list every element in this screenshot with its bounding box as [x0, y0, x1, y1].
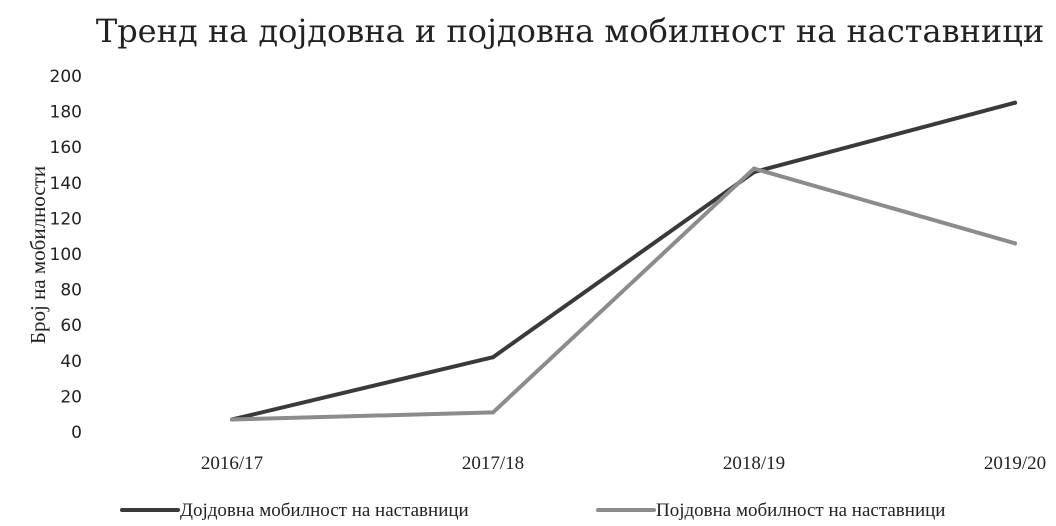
y-tick-label: 40: [60, 352, 82, 372]
series-line-1: [230, 100, 1017, 422]
y-tick-label: 60: [60, 316, 82, 336]
x-tick-label: 2016/17: [201, 453, 263, 474]
y-tick-label: 160: [50, 138, 82, 158]
y-tick-label: 100: [50, 245, 82, 265]
legend-label: Дојдовна мобилност на наставници: [180, 500, 469, 521]
data-point: [752, 166, 756, 171]
data-point: [491, 410, 495, 415]
data-point: [230, 417, 234, 422]
y-tick-label: 200: [50, 67, 82, 87]
x-tick-label: 2019/20: [984, 453, 1046, 474]
y-tick-label: 0: [71, 423, 82, 443]
y-axis-label: Број на мобилности: [26, 166, 50, 344]
y-tick-label: 80: [60, 281, 82, 301]
chart-title: Тренд на дојдовна и појдовна мобилност н…: [96, 12, 1044, 50]
legend: Дојдовна мобилност на наставници Појдовна…: [120, 500, 945, 521]
x-axis-ticks: 2016/17 2017/18 2018/19 2019/20: [201, 453, 1046, 474]
legend-label: Појдовна мобилност на наставници: [656, 500, 945, 521]
x-tick-label: 2018/19: [723, 453, 785, 474]
series-lines: [230, 100, 1017, 422]
y-axis-ticks: 0 20 40 60 80 100 120 140 160 180 200: [50, 67, 82, 443]
data-point: [491, 355, 495, 360]
data-point: [1013, 241, 1017, 246]
y-tick-label: 20: [60, 387, 82, 407]
data-point: [1013, 100, 1017, 105]
y-tick-label: 140: [50, 174, 82, 194]
y-tick-label: 180: [50, 103, 82, 123]
y-tick-label: 120: [50, 209, 82, 229]
x-tick-label: 2017/18: [462, 453, 524, 474]
series-line-2: [230, 166, 1017, 422]
